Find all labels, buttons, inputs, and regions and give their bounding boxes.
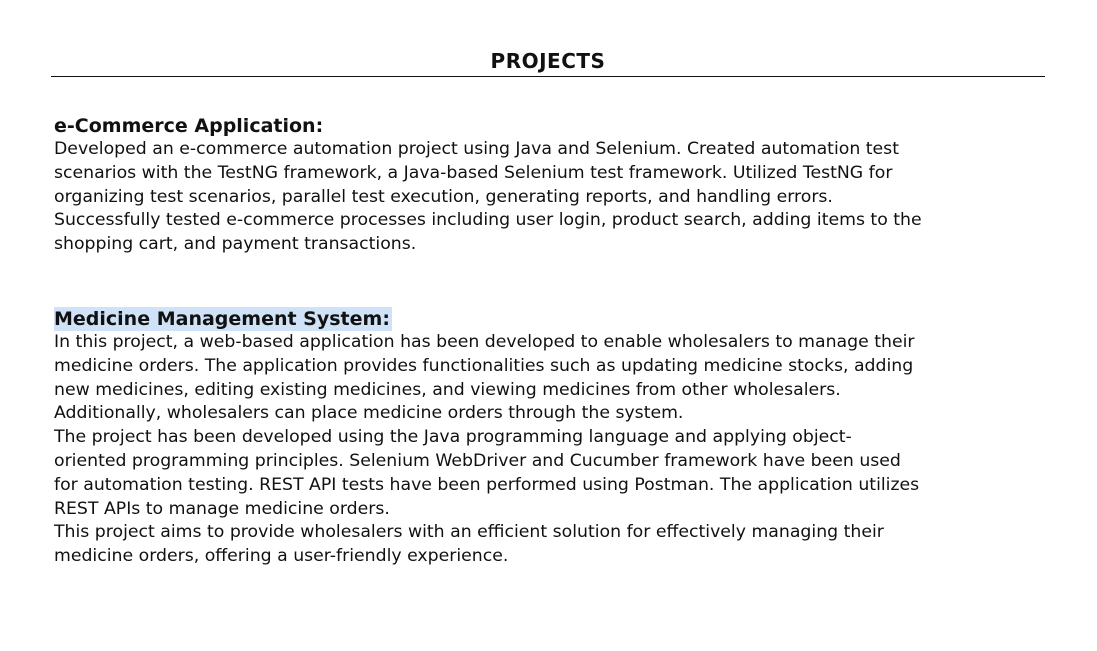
description-paragraph: The project has been developed using the… xyxy=(54,427,920,519)
project-entry-medicine: Medicine Management System: In this proj… xyxy=(54,307,1054,569)
section-heading: PROJECTS xyxy=(490,49,606,73)
description-paragraph: In this project, a web-based application… xyxy=(54,332,915,424)
project-description: In this project, a web-based application… xyxy=(54,331,1054,569)
project-title: e-Commerce Application: xyxy=(54,115,324,137)
heading-divider xyxy=(51,76,1045,77)
project-title-selected[interactable]: Medicine Management System: xyxy=(54,307,392,331)
project-description: Developed an e-commerce automation proje… xyxy=(54,138,1054,257)
description-paragraph: This project aims to provide wholesalers… xyxy=(54,522,884,567)
description-paragraph: Developed an e-commerce automation proje… xyxy=(54,139,922,255)
project-entry-ecommerce: e-Commerce Application: Developed an e-c… xyxy=(54,114,1054,257)
